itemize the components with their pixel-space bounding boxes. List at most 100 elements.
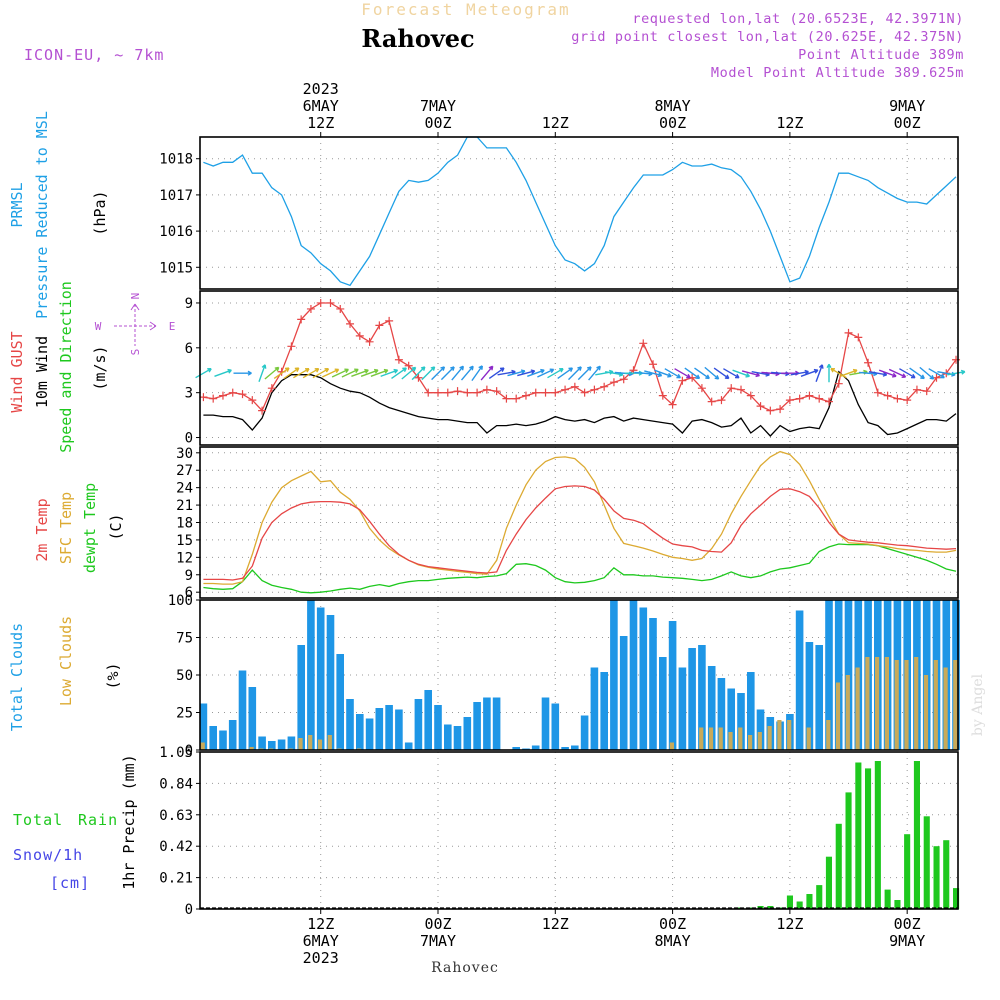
gust-marker (668, 400, 677, 409)
gust-marker (746, 391, 755, 400)
low-cloud-bar (718, 727, 723, 750)
gust-marker (805, 391, 814, 400)
pressure-frame (199, 136, 959, 290)
clouds-ytick-label: 75 (176, 631, 193, 647)
wind-direction-arrow (723, 368, 740, 379)
gust-marker (707, 397, 716, 406)
temperature-ytick-label: 18 (176, 516, 193, 532)
rain-bar (933, 846, 940, 909)
pressure-unit: (hPa) (91, 190, 109, 235)
gust-marker (346, 319, 355, 328)
temperature-ytick-label: 12 (176, 550, 193, 566)
wind-direction-arrow (654, 369, 672, 378)
gust-marker (306, 304, 315, 313)
total-cloud-bar (483, 697, 491, 750)
wind-ytick-label: 3 (185, 386, 193, 402)
total-cloud-bar (326, 615, 335, 750)
gust-marker (717, 396, 726, 405)
rain-bar (816, 885, 823, 909)
total-cloud-bar (747, 672, 755, 750)
gust-marker (316, 298, 325, 307)
wind-direction-arrow (537, 368, 555, 378)
wind-direction-arrow (480, 365, 494, 381)
rain-bar (825, 856, 832, 909)
wind-direction-arrow (351, 368, 369, 377)
wind-direction-arrow (839, 368, 858, 377)
total-cloud-bar (238, 670, 247, 750)
total-cloud-bar (727, 688, 735, 750)
wind-direction-arrow (411, 366, 426, 381)
wind-direction-arrow (830, 368, 847, 379)
low-cloud-bar (308, 735, 313, 750)
pressure-label-msl: Pressure Reduced to MSL (33, 111, 51, 319)
gust-marker (795, 394, 804, 403)
temperature-line-dewpt-temp (203, 543, 957, 594)
wind-direction-arrow (451, 365, 464, 381)
wind-direction-arrow (577, 366, 592, 381)
gust-marker (238, 390, 247, 399)
total-cloud-bar (619, 636, 628, 750)
clouds-ytick-label: 50 (176, 668, 193, 684)
total-cloud-bar (228, 720, 237, 750)
low-cloud-bar (200, 742, 205, 750)
wind-direction-arrow (421, 366, 436, 381)
clouds-labels: Total Clouds Low Clouds (%) (8, 616, 122, 731)
top-time-label: 12Z (307, 114, 334, 132)
wind-direction-arrow (684, 367, 701, 380)
gust-marker (903, 396, 912, 405)
gust-marker (492, 387, 501, 396)
total-cloud-bar (414, 699, 423, 750)
temp-label-2m: 2m Temp (33, 498, 51, 561)
wind-label-dir: Speed and Direction (57, 281, 75, 453)
total-cloud-bar (571, 745, 579, 750)
wind-direction-arrow (401, 366, 417, 380)
wind-direction-arrow (557, 367, 574, 379)
bottom-time-label: 12Z (776, 915, 803, 933)
compass-arrowhead-n (130, 303, 140, 311)
low-cloud-bar (806, 727, 811, 750)
gust-marker (922, 387, 931, 396)
total-cloud-bar (737, 693, 745, 750)
gust-marker (785, 396, 794, 405)
wind-direction-arrow (302, 368, 320, 379)
precip-ytick-label: 0.21 (159, 871, 193, 887)
gust-marker (424, 388, 433, 397)
compass-rose: N S W E (95, 293, 176, 356)
gust-marker (228, 388, 237, 397)
bottom-time-label: 2023 (303, 949, 339, 967)
low-cloud-bar (953, 660, 958, 750)
precip-ytick-label: 0.42 (159, 839, 193, 855)
wind-direction-arrow (644, 370, 663, 378)
total-cloud-bar (258, 736, 266, 750)
wind-unit: (m/s) (91, 345, 109, 390)
total-cloud-bar (717, 678, 726, 750)
low-cloud-bar (708, 727, 714, 750)
bottom-time-label: 00Z (894, 915, 921, 933)
pressure-labels: PRMSL Pressure Reduced to MSL (hPa) (8, 111, 109, 319)
top-time-label: 2023 (303, 80, 339, 98)
wind-direction-arrow (264, 366, 280, 380)
wind-direction-arrow (694, 367, 710, 380)
model-label: ICON-EU, ~ 7km (24, 46, 164, 64)
total-cloud-bar (346, 699, 354, 750)
wind-direction-arrow (341, 368, 359, 378)
gust-marker (463, 388, 472, 397)
wind-direction-arrow (283, 367, 300, 379)
total-cloud-bar (356, 714, 364, 750)
requested-coords: requested lon,lat (20.6523E, 42.3971N) (632, 11, 964, 27)
wind-direction-arrow (370, 368, 389, 377)
gust-marker (893, 394, 902, 403)
gust-marker (375, 321, 384, 330)
gust-marker (737, 385, 746, 394)
temp-unit: (C) (107, 513, 125, 540)
wind-direction-arrow (322, 368, 340, 378)
temperature-ytick-label: 27 (176, 463, 193, 479)
pressure-label-prmsl: PRMSL (8, 182, 26, 227)
rain-bar (855, 762, 862, 909)
gust-marker (776, 405, 785, 414)
low-cloud-bar (933, 660, 938, 750)
wind-direction-arrow (732, 369, 751, 378)
clouds-frame (199, 599, 959, 751)
